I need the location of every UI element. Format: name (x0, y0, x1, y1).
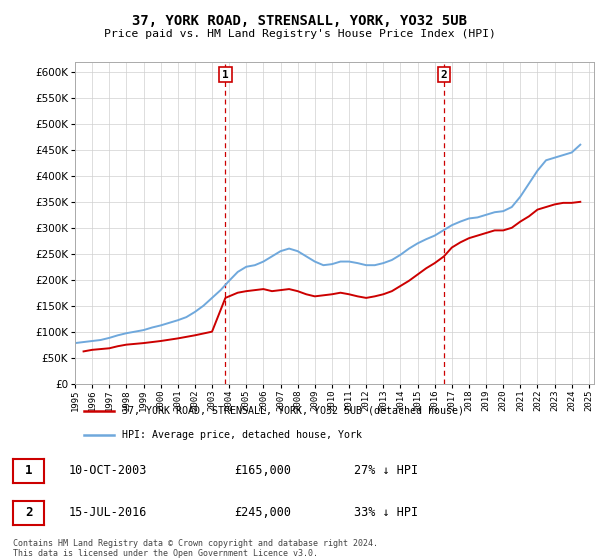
Text: 2: 2 (25, 506, 32, 520)
Text: 33% ↓ HPI: 33% ↓ HPI (354, 506, 418, 519)
Text: 10-OCT-2003: 10-OCT-2003 (69, 464, 148, 477)
Text: £245,000: £245,000 (234, 506, 291, 519)
Text: 37, YORK ROAD, STRENSALL, YORK, YO32 5UB: 37, YORK ROAD, STRENSALL, YORK, YO32 5UB (133, 14, 467, 28)
Text: Contains HM Land Registry data © Crown copyright and database right 2024.
This d: Contains HM Land Registry data © Crown c… (13, 539, 378, 558)
Text: 2: 2 (440, 69, 448, 80)
Text: 1: 1 (222, 69, 229, 80)
Text: 15-JUL-2016: 15-JUL-2016 (69, 506, 148, 519)
Text: 27% ↓ HPI: 27% ↓ HPI (354, 464, 418, 477)
Text: Price paid vs. HM Land Registry's House Price Index (HPI): Price paid vs. HM Land Registry's House … (104, 29, 496, 39)
Text: 37, YORK ROAD, STRENSALL, YORK, YO32 5UB (detached house): 37, YORK ROAD, STRENSALL, YORK, YO32 5UB… (122, 406, 464, 416)
Text: HPI: Average price, detached house, York: HPI: Average price, detached house, York (122, 430, 362, 440)
Text: £165,000: £165,000 (234, 464, 291, 477)
Text: 1: 1 (25, 464, 32, 478)
